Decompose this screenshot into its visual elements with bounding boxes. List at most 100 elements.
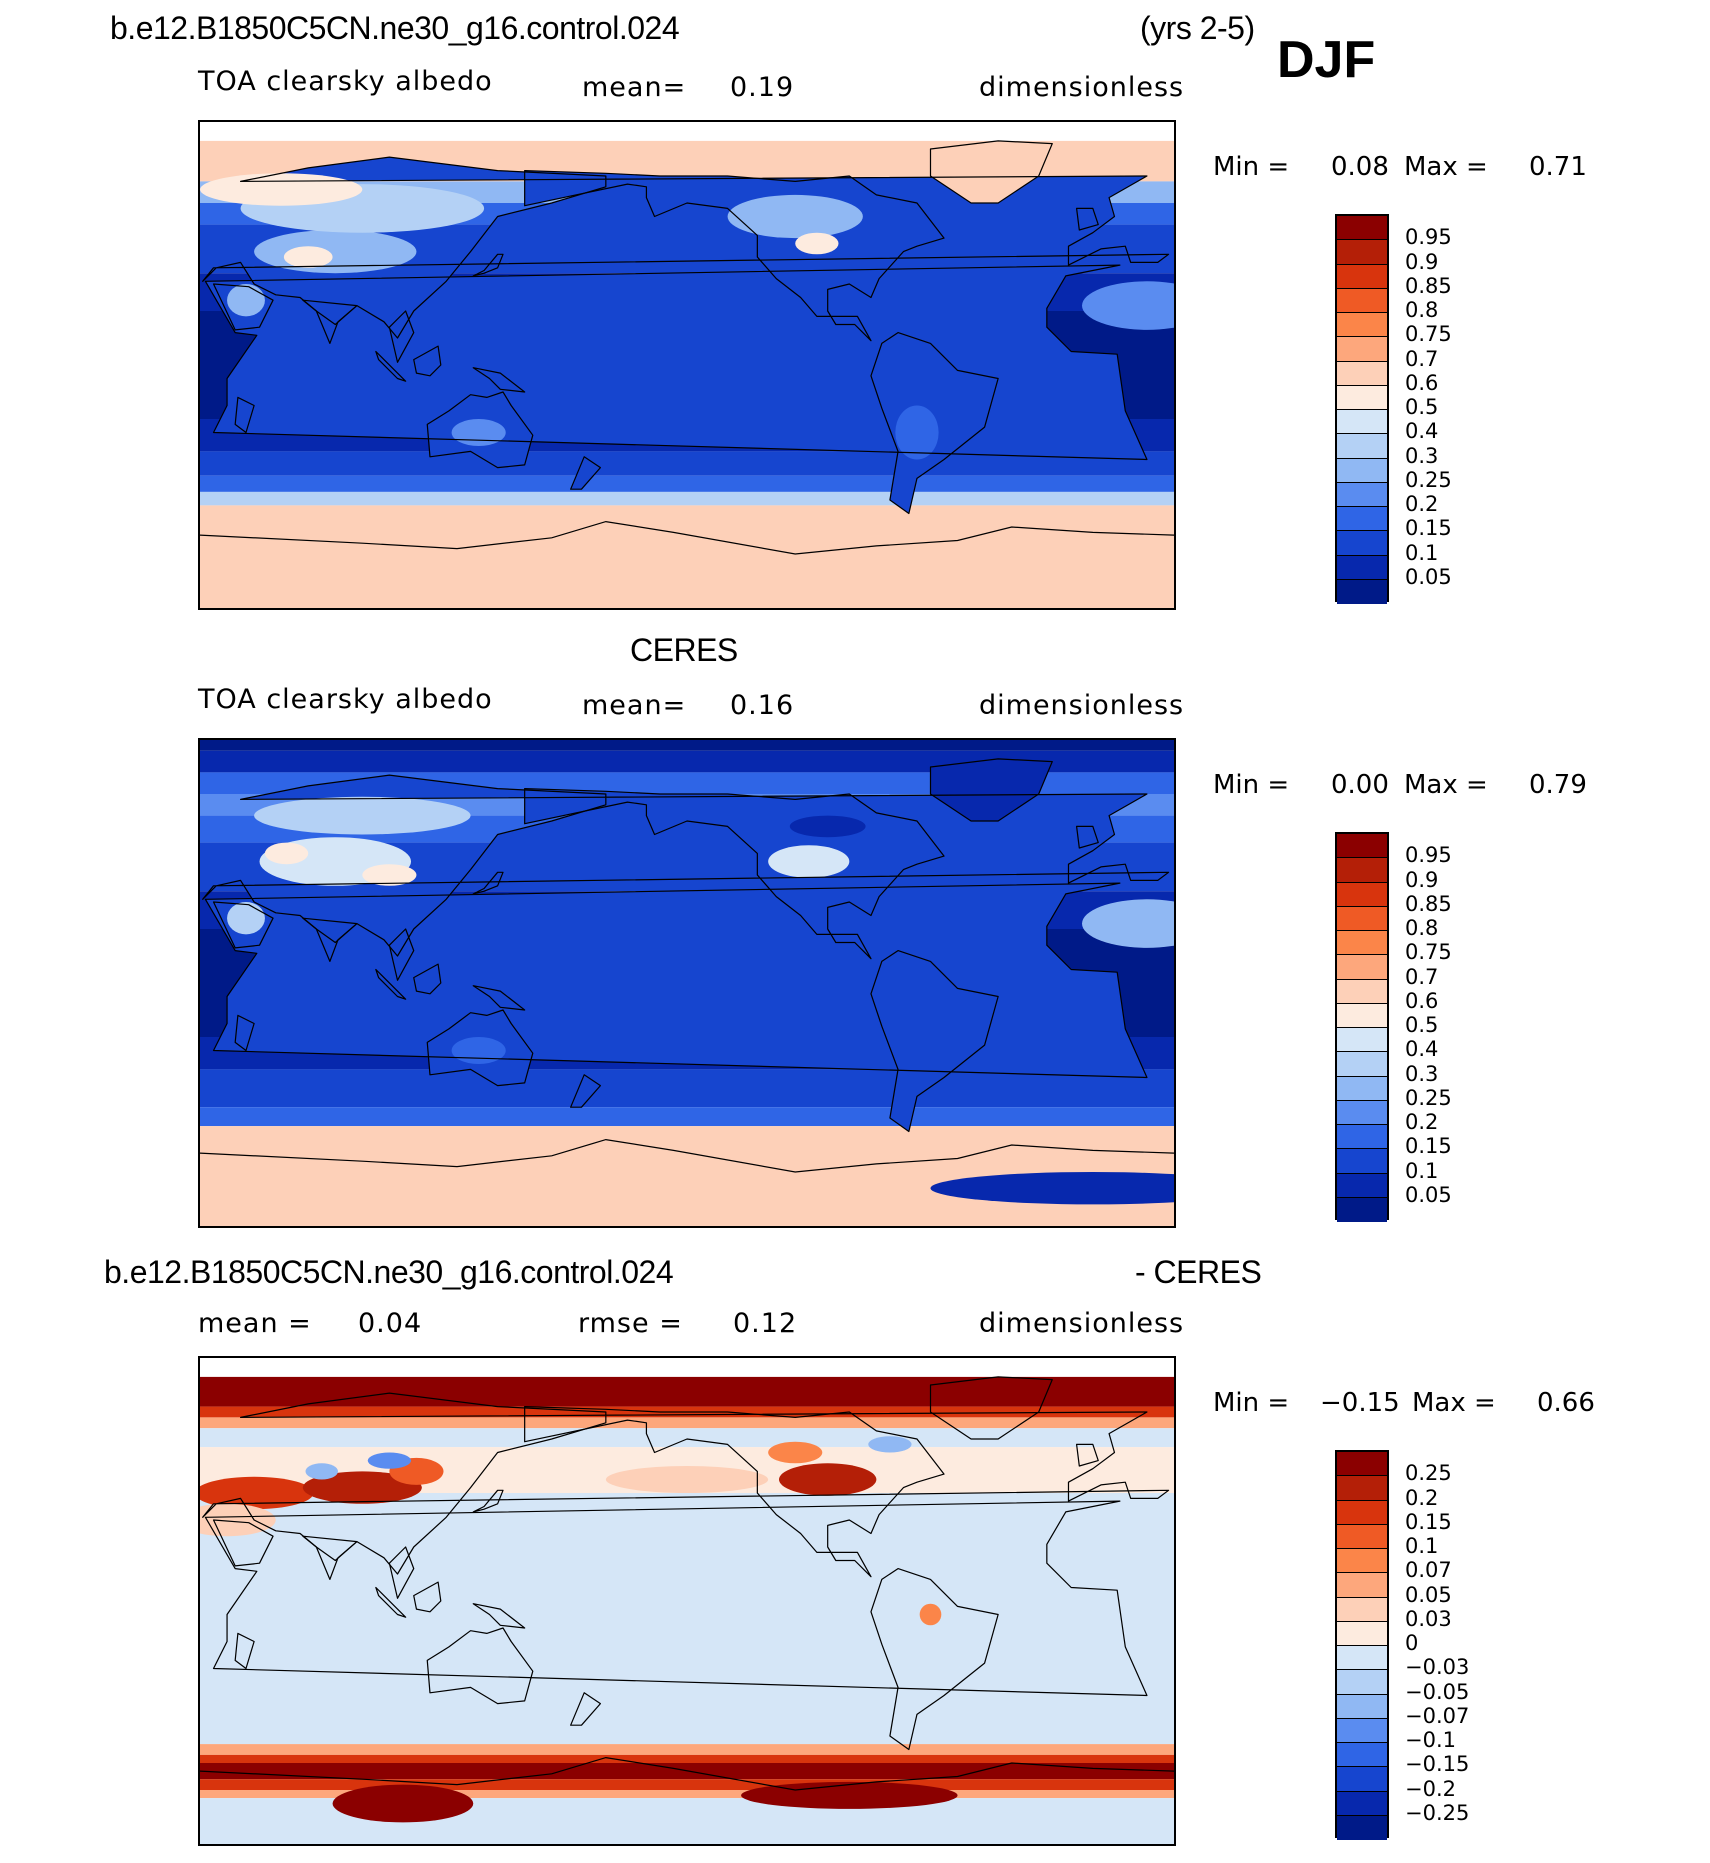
land-fill bbox=[413, 346, 441, 376]
panel2-title: CERES bbox=[630, 632, 738, 668]
colorbar-swatch bbox=[1337, 385, 1387, 410]
map-field-band bbox=[200, 475, 1174, 492]
colorbar-swatch bbox=[1337, 834, 1387, 859]
colorbar-swatch bbox=[1337, 1791, 1387, 1816]
coastline bbox=[472, 1489, 504, 1513]
coastline bbox=[375, 1586, 407, 1618]
colorbar-label: 0.75 bbox=[1405, 940, 1452, 965]
colorbar-swatch bbox=[1337, 1100, 1387, 1125]
colorbar-label: 0.05 bbox=[1405, 1582, 1452, 1607]
map-field-band bbox=[200, 1754, 1174, 1763]
land-fill bbox=[202, 775, 1169, 956]
map-field-patch bbox=[1082, 281, 1174, 330]
land-fill bbox=[389, 929, 414, 981]
colorbar-label: 0.3 bbox=[1405, 443, 1439, 468]
coastline bbox=[212, 1519, 274, 1567]
map-field-band bbox=[200, 1107, 1174, 1127]
map-field-patch bbox=[470, 1180, 850, 1208]
colorbar-swatch bbox=[1337, 1549, 1387, 1574]
colorbar-swatch bbox=[1337, 531, 1387, 556]
colorbar-label: 0.03 bbox=[1405, 1606, 1452, 1631]
land-fill bbox=[413, 964, 441, 994]
coastline bbox=[870, 1567, 999, 1751]
map-field-patch bbox=[332, 1784, 474, 1823]
colorbar-swatch bbox=[1337, 1500, 1387, 1525]
map-field-band bbox=[200, 1493, 1174, 1745]
colorbar-swatch bbox=[1337, 1670, 1387, 1695]
coastline bbox=[413, 963, 442, 995]
land-fill bbox=[1076, 208, 1099, 230]
coastline bbox=[202, 774, 1170, 957]
panel3-title-right: - CERES bbox=[1135, 1254, 1262, 1290]
land-fill bbox=[389, 311, 414, 363]
map-field-patch bbox=[227, 284, 265, 317]
map-field-patch bbox=[227, 902, 265, 935]
land-fill bbox=[930, 758, 1053, 821]
coastline bbox=[929, 758, 1053, 822]
coastline bbox=[388, 310, 415, 363]
panel3-rmse-value: 0.12 bbox=[733, 1308, 798, 1339]
map-field-patch bbox=[930, 1172, 1174, 1205]
map-field-patch bbox=[200, 1503, 276, 1537]
coastline bbox=[1075, 1443, 1099, 1467]
panel2-map bbox=[198, 738, 1176, 1228]
panel2-mean-value: 0.16 bbox=[730, 690, 795, 721]
map-field-patch bbox=[741, 1781, 958, 1809]
coastline bbox=[204, 1500, 1148, 1697]
colorbar-label: 0.15 bbox=[1405, 1509, 1452, 1534]
panel3-max-label: Max = bbox=[1412, 1388, 1496, 1418]
years-label: (yrs 2-5) bbox=[1140, 10, 1255, 46]
colorbar-label: 0.95 bbox=[1405, 225, 1452, 250]
coastline bbox=[570, 1074, 602, 1108]
colorbar-swatch bbox=[1337, 1597, 1387, 1622]
colorbar-label: −0.05 bbox=[1405, 1679, 1470, 1704]
map-field-band bbox=[200, 1376, 1174, 1407]
colorbar-swatch bbox=[1337, 240, 1387, 265]
map-field-band bbox=[200, 1744, 1174, 1755]
map-field-patch bbox=[283, 246, 333, 268]
colorbar-label: 0.1 bbox=[1405, 1158, 1439, 1183]
land-fill bbox=[235, 397, 255, 433]
colorbar-label: 0.8 bbox=[1405, 916, 1439, 940]
land-fill bbox=[930, 140, 1053, 203]
map-field-patch bbox=[778, 1463, 877, 1496]
coastline bbox=[472, 367, 526, 393]
colorbar-swatch bbox=[1337, 1028, 1387, 1053]
colorbar-swatch bbox=[1337, 858, 1387, 883]
panel3-min-value: −0.15 bbox=[1320, 1388, 1400, 1418]
coastline bbox=[472, 1603, 526, 1629]
map-field-band bbox=[200, 1790, 1174, 1799]
map-field-patch bbox=[895, 405, 939, 460]
land-fill bbox=[202, 157, 1169, 338]
colorbar-label: 0.5 bbox=[1405, 395, 1439, 419]
land-fill bbox=[570, 456, 601, 490]
colorbar-swatch bbox=[1337, 1003, 1387, 1028]
panel3-max-value: 0.66 bbox=[1537, 1388, 1595, 1418]
map-field-patch bbox=[768, 845, 850, 878]
coastline bbox=[426, 1009, 534, 1087]
coastline bbox=[204, 882, 1148, 1079]
colorbar-label: 0.2 bbox=[1405, 492, 1439, 516]
map-field-band bbox=[200, 1779, 1174, 1790]
colorbar-swatch bbox=[1337, 955, 1387, 980]
colorbar-swatch bbox=[1337, 1743, 1387, 1768]
colorbar-label: 0.85 bbox=[1405, 891, 1452, 916]
colorbar-swatch bbox=[1337, 288, 1387, 313]
coastline bbox=[212, 901, 274, 949]
land-fill bbox=[473, 254, 504, 276]
colorbar-label: 0.25 bbox=[1405, 467, 1452, 492]
colorbar-label: −0.25 bbox=[1405, 1800, 1470, 1825]
colorbar-swatch bbox=[1337, 906, 1387, 931]
map-field-patch bbox=[605, 1466, 769, 1493]
land-fill bbox=[1076, 826, 1099, 848]
map-field-band bbox=[200, 740, 1174, 751]
map-canvas bbox=[200, 122, 1174, 608]
map-canvas bbox=[200, 1358, 1174, 1844]
panel1-mean-label: mean= bbox=[582, 72, 687, 103]
land-fill bbox=[473, 367, 525, 392]
panel2-max-value: 0.79 bbox=[1529, 770, 1587, 800]
colorbar-swatch bbox=[1337, 979, 1387, 1004]
panel1-max-value: 0.71 bbox=[1529, 152, 1587, 182]
case-title: b.e12.B1850C5CN.ne30_g16.control.024 bbox=[110, 10, 680, 46]
map-field-patch bbox=[302, 1471, 422, 1504]
